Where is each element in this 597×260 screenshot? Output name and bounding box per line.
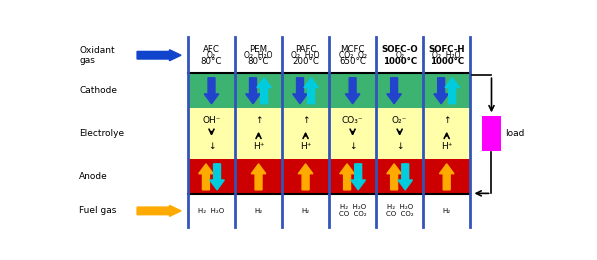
FancyArrow shape (345, 78, 360, 104)
Bar (188, 73, 470, 108)
Text: MCFC
650°C: MCFC 650°C (339, 45, 366, 66)
FancyArrow shape (439, 164, 454, 190)
FancyArrow shape (387, 164, 401, 190)
Text: ↑: ↑ (302, 116, 309, 125)
FancyArrow shape (293, 78, 307, 104)
FancyArrow shape (251, 164, 266, 190)
FancyArrow shape (199, 164, 213, 190)
Text: O₂: O₂ (207, 51, 216, 60)
Text: CO₃⁻: CO₃⁻ (342, 116, 364, 125)
FancyArrow shape (387, 78, 401, 104)
Text: AFC
80°C: AFC 80°C (201, 45, 222, 66)
Text: ↓: ↓ (208, 142, 216, 151)
Text: O₂: O₂ (395, 51, 404, 60)
Text: H₂: H₂ (254, 208, 263, 214)
Text: Cathode: Cathode (79, 86, 117, 95)
Text: PEM
80°C: PEM 80°C (248, 45, 269, 66)
FancyArrow shape (204, 78, 219, 104)
Text: ↓: ↓ (349, 142, 356, 151)
FancyArrow shape (257, 78, 272, 104)
Text: H⁺: H⁺ (253, 142, 264, 151)
Bar (188, 108, 470, 159)
Text: H₂: H₂ (301, 208, 310, 214)
Text: Electrolye: Electrolye (79, 129, 124, 138)
FancyArrow shape (434, 78, 448, 104)
Text: Fuel gas: Fuel gas (79, 206, 116, 215)
Text: PAFC
200°C: PAFC 200°C (292, 45, 319, 66)
Text: load: load (505, 129, 524, 138)
Bar (482, 116, 501, 151)
Text: H₂  H₂O
CO  CO₂: H₂ H₂O CO CO₂ (386, 204, 414, 217)
Bar (188, 159, 470, 194)
Text: Oxidant
gas: Oxidant gas (79, 46, 115, 65)
Text: CO₂  O₂: CO₂ O₂ (338, 51, 367, 60)
Text: SOFC-O
1000°C: SOFC-O 1000°C (381, 45, 418, 66)
FancyArrow shape (137, 50, 181, 61)
FancyArrow shape (398, 164, 413, 190)
FancyArrow shape (246, 78, 260, 104)
Text: O₂  H₂O: O₂ H₂O (432, 51, 461, 60)
Text: H₂: H₂ (442, 208, 451, 214)
Text: SOFC-H
1000°C: SOFC-H 1000°C (429, 45, 465, 66)
FancyArrow shape (298, 164, 313, 190)
FancyArrow shape (340, 164, 355, 190)
FancyArrow shape (137, 205, 181, 216)
Text: ↑: ↑ (443, 116, 451, 125)
FancyArrow shape (210, 164, 224, 190)
FancyArrow shape (351, 164, 365, 190)
Text: ↑: ↑ (255, 116, 262, 125)
Text: H₂  H₂O
CO  CO₂: H₂ H₂O CO CO₂ (339, 204, 367, 217)
Text: Anode: Anode (79, 172, 108, 181)
FancyArrow shape (445, 78, 460, 104)
Text: H₂  H₂O: H₂ H₂O (198, 208, 224, 214)
Text: O₂  H₂O: O₂ H₂O (244, 51, 273, 60)
Text: OH⁻: OH⁻ (202, 116, 221, 125)
Text: O₂  H₂O: O₂ H₂O (291, 51, 320, 60)
Text: H⁺: H⁺ (300, 142, 311, 151)
Text: H⁺: H⁺ (441, 142, 453, 151)
FancyArrow shape (304, 78, 318, 104)
Text: ↓: ↓ (396, 142, 404, 151)
Text: O₂⁻: O₂⁻ (392, 116, 407, 125)
